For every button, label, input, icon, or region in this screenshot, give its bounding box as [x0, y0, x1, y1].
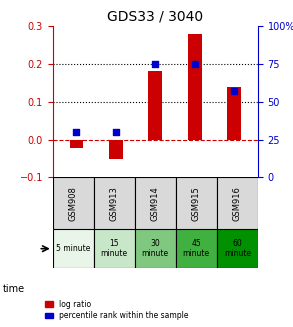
- Bar: [227, 87, 241, 140]
- Text: 15
minute: 15 minute: [101, 239, 128, 258]
- Text: 60
minute: 60 minute: [224, 239, 251, 258]
- Bar: [148, 71, 162, 140]
- Point: [232, 89, 236, 94]
- FancyBboxPatch shape: [135, 177, 176, 229]
- Text: GSM913: GSM913: [110, 186, 119, 221]
- FancyBboxPatch shape: [176, 229, 217, 268]
- Text: GSM908: GSM908: [69, 186, 78, 221]
- Point: [74, 129, 79, 135]
- FancyBboxPatch shape: [53, 229, 94, 268]
- Bar: [188, 34, 202, 140]
- Text: 30
minute: 30 minute: [142, 239, 169, 258]
- FancyBboxPatch shape: [94, 229, 135, 268]
- FancyBboxPatch shape: [217, 177, 258, 229]
- Bar: [69, 140, 83, 148]
- Point: [193, 61, 197, 67]
- Text: GSM914: GSM914: [151, 186, 160, 221]
- Text: GSM916: GSM916: [233, 186, 242, 221]
- FancyBboxPatch shape: [135, 229, 176, 268]
- Text: GSM915: GSM915: [192, 186, 201, 221]
- Title: GDS33 / 3040: GDS33 / 3040: [107, 9, 203, 24]
- Text: 45
minute: 45 minute: [183, 239, 210, 258]
- FancyBboxPatch shape: [94, 177, 135, 229]
- Point: [153, 61, 158, 67]
- FancyBboxPatch shape: [176, 177, 217, 229]
- Legend: log ratio, percentile rank within the sample: log ratio, percentile rank within the sa…: [42, 297, 191, 323]
- Bar: [109, 140, 123, 159]
- FancyBboxPatch shape: [53, 177, 94, 229]
- Text: 5 minute: 5 minute: [56, 244, 91, 253]
- Text: time: time: [3, 284, 25, 294]
- FancyBboxPatch shape: [217, 229, 258, 268]
- Point: [113, 129, 118, 135]
